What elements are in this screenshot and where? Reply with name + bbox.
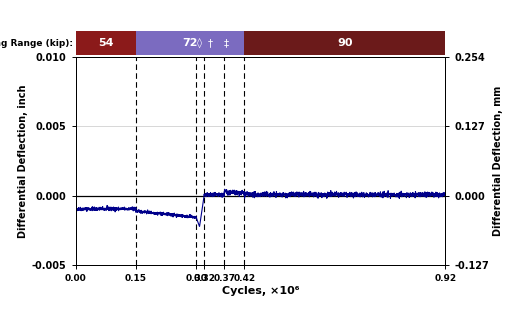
Text: †: † <box>208 38 213 48</box>
Text: 72: 72 <box>182 38 198 48</box>
Text: Loading Range (kip):: Loading Range (kip): <box>0 39 73 48</box>
Text: ‡: ‡ <box>224 38 229 48</box>
X-axis label: Cycles, ×10⁶: Cycles, ×10⁶ <box>222 286 299 296</box>
Y-axis label: Differential Deflection, inch: Differential Deflection, inch <box>18 84 28 238</box>
Text: 90: 90 <box>337 38 353 48</box>
Text: 54: 54 <box>98 38 114 48</box>
Y-axis label: Differential Deflection, mm: Differential Deflection, mm <box>493 86 503 236</box>
Text: ◊: ◊ <box>197 38 202 48</box>
